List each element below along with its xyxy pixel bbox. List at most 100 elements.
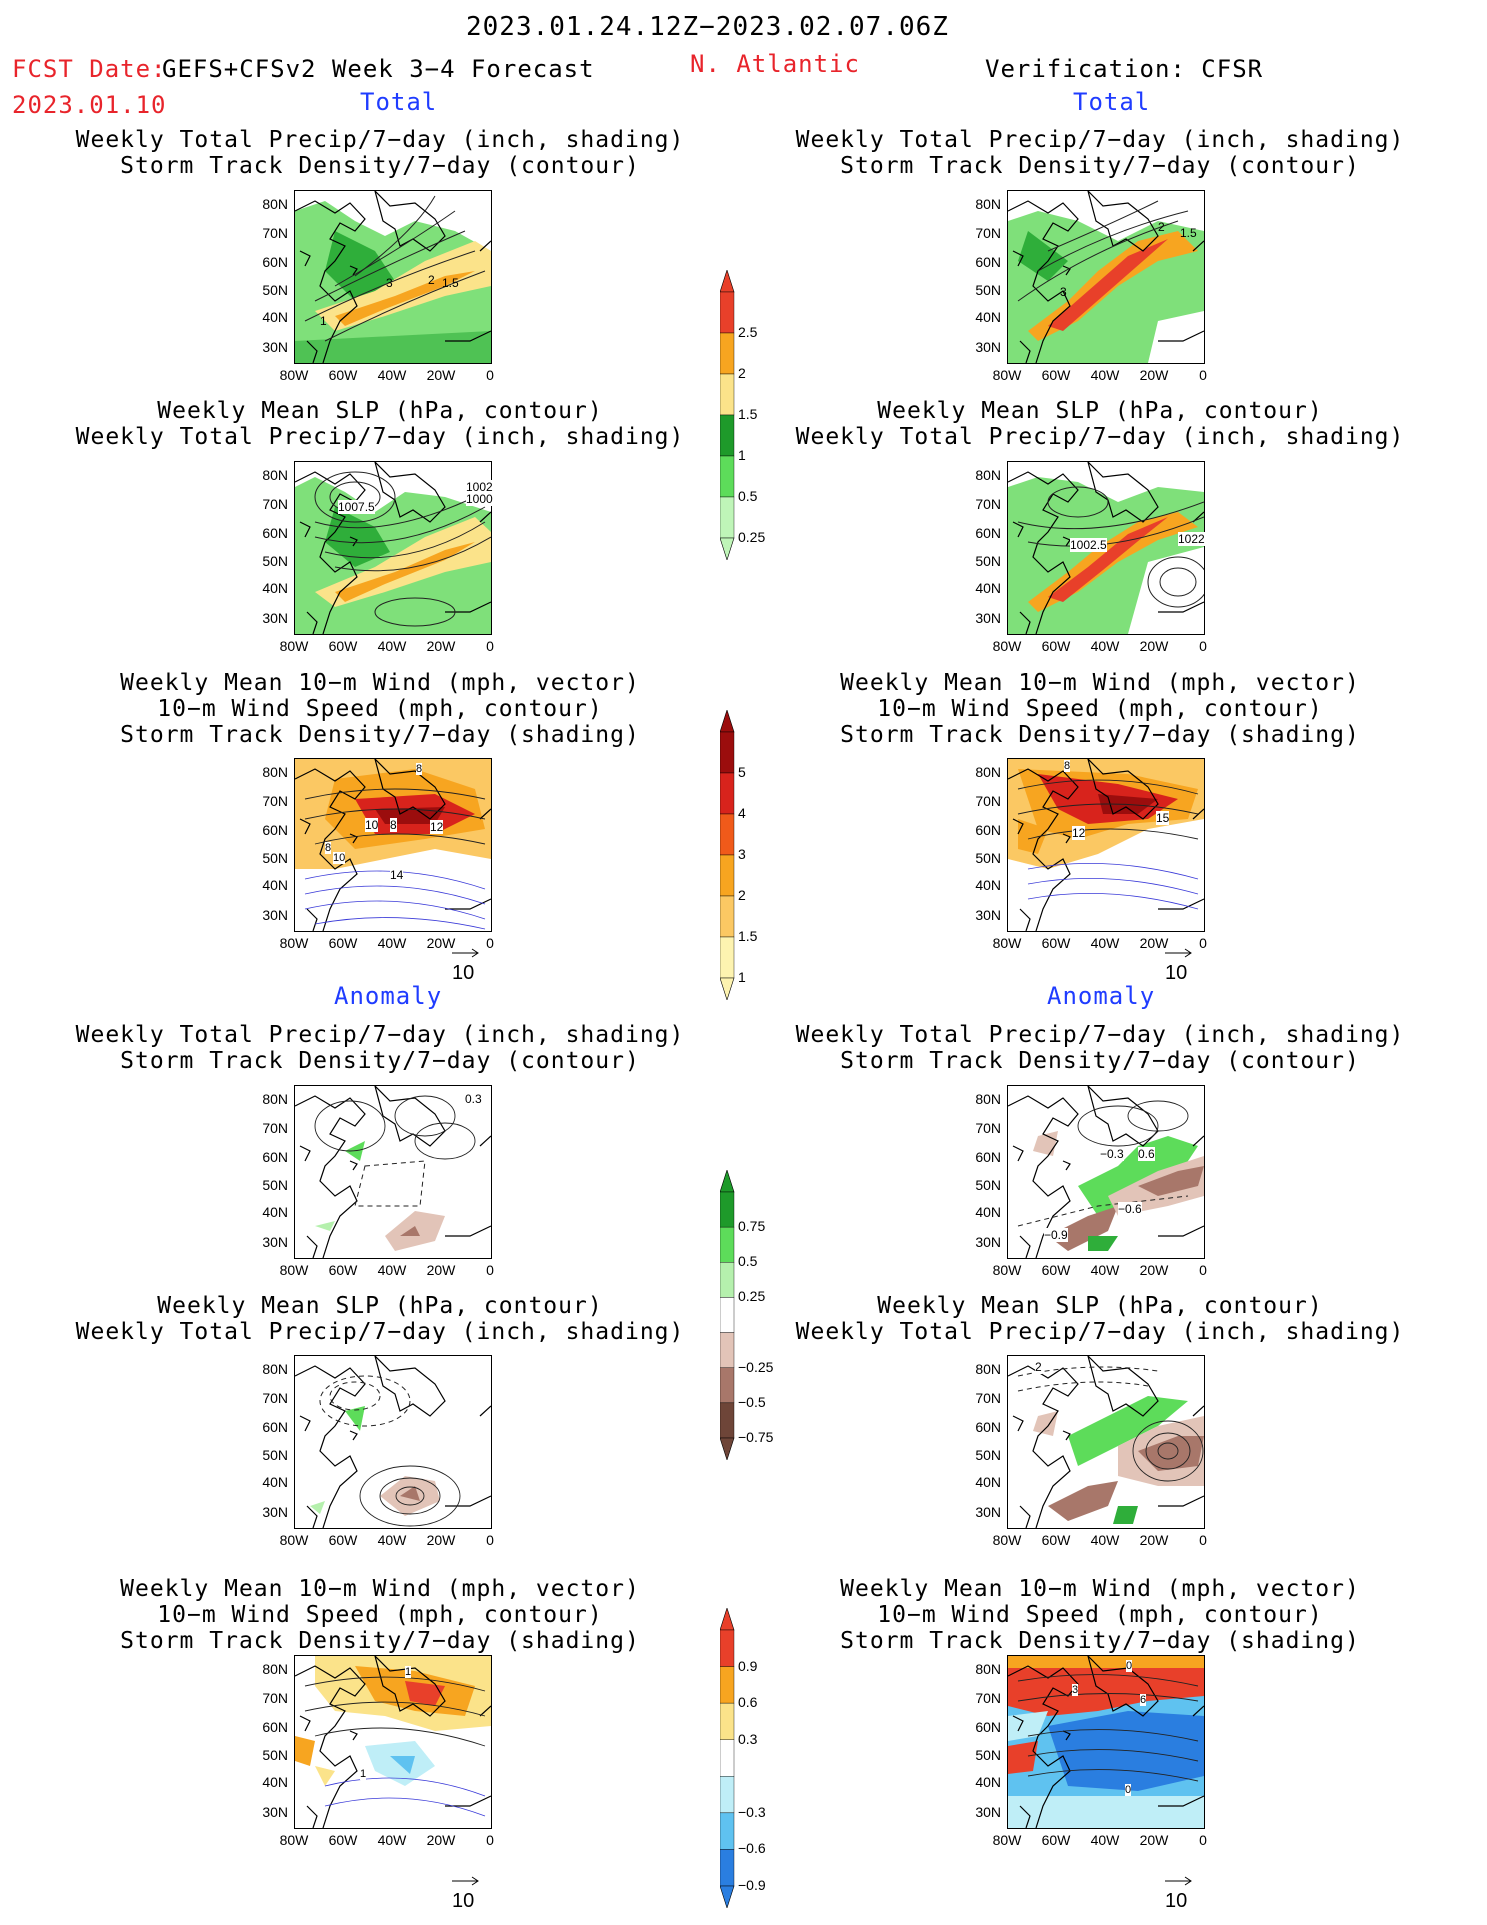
lon-tick-label: 20W xyxy=(1139,1262,1169,1278)
lat-tick-label: 40N xyxy=(262,1774,288,1791)
lat-tick-label: 60N xyxy=(262,1719,288,1736)
lat-tick-label: 30N xyxy=(975,906,1001,923)
lon-tick-label: 40W xyxy=(377,1532,407,1548)
colorbar-segment xyxy=(720,414,735,457)
lat-tick-label: 70N xyxy=(262,225,288,241)
colorbar-graphic xyxy=(720,710,735,1000)
lon-tick-label: 60W xyxy=(328,1832,358,1848)
title-line: Weekly Total Precip/7−day (inch, shading… xyxy=(795,1022,1405,1048)
arrow-icon xyxy=(1165,948,1192,958)
vector-reference-right-anom: 10 xyxy=(1165,1876,1192,1913)
colorbar-segment xyxy=(720,1367,735,1404)
lat-tick-label: 60N xyxy=(262,254,288,271)
lat-tick-label: 80N xyxy=(975,195,1001,212)
lon-tick-label: 60W xyxy=(1041,638,1071,654)
contour-label: 12 xyxy=(1072,826,1086,840)
contour-label: 3 xyxy=(1060,285,1067,299)
forecast-period: 2023.01.24.12Z−2023.02.07.06Z xyxy=(466,12,949,42)
map-ver-total-precip-storm xyxy=(1007,190,1205,364)
colorbar-segment xyxy=(720,731,735,774)
lat-tick-label: 30N xyxy=(975,338,1001,355)
colorbar-segment xyxy=(720,291,735,334)
lon-tick-label: 20W xyxy=(426,1832,456,1848)
lat-tick-label: 50N xyxy=(975,1176,1001,1193)
vector-reference-left-anom: 10 xyxy=(452,1876,479,1913)
title-line: Weekly Total Precip/7−day (inch, shading… xyxy=(795,424,1405,450)
map-fcst-anom-precip xyxy=(294,1085,492,1259)
colorbar-label: 0.75 xyxy=(738,1218,766,1235)
contour-label: 8 xyxy=(1064,760,1071,772)
lon-tick-label: 40W xyxy=(377,1262,407,1278)
contour-label: 2 xyxy=(1158,220,1165,234)
lat-tick-label: 50N xyxy=(975,849,1001,866)
lat-tick-label: 30N xyxy=(975,1503,1001,1520)
title-fcst-anom-precip: Weekly Total Precip/7−day (inch, shading… xyxy=(70,1022,690,1074)
colorbar-bottom-tip xyxy=(720,537,735,560)
title-line: Storm Track Density/7−day (contour) xyxy=(840,1048,1360,1074)
contour-label: 0 xyxy=(1126,1660,1133,1672)
colorbar-segment xyxy=(720,496,735,539)
colorbar-graphic xyxy=(720,270,735,560)
section-total-right: Total xyxy=(1073,88,1151,116)
vector-reference-left: 10 xyxy=(452,948,479,985)
colorbar-segment xyxy=(720,1776,735,1814)
lon-tick-label: 20W xyxy=(1139,638,1169,654)
section-total-left: Total xyxy=(360,88,438,116)
colorbar-label: 4 xyxy=(738,805,746,821)
lat-tick-label: 80N xyxy=(975,763,1001,780)
lat-tick-label: 70N xyxy=(975,1120,1001,1136)
title-ver-slp: Weekly Mean SLP (hPa, contour) Weekly To… xyxy=(790,398,1410,450)
lat-tick-label: 40N xyxy=(262,1474,288,1491)
arrow-icon xyxy=(452,1876,479,1886)
map-fcst-total-precip-storm xyxy=(294,190,492,364)
lon-tick-label: 80W xyxy=(992,1262,1022,1278)
title-line: Weekly Mean SLP (hPa, contour) xyxy=(877,398,1323,424)
lon-tick-label: 80W xyxy=(992,935,1022,951)
colorbar-segment xyxy=(720,1702,735,1740)
title-line: Weekly Total Precip/7−day (inch, shading… xyxy=(75,1319,685,1345)
colorbar-label: 0.25 xyxy=(738,1288,766,1305)
contour-label: 1.5 xyxy=(1180,226,1197,240)
lat-tick-label: 40N xyxy=(262,309,288,326)
title-line: Storm Track Density/7−day (shading) xyxy=(120,1628,640,1654)
title-line: Weekly Mean 10−m Wind (mph, vector) xyxy=(840,1576,1360,1602)
title-line: Storm Track Density/7−day (shading) xyxy=(840,1628,1360,1654)
title-fcst-wind: Weekly Mean 10−m Wind (mph, vector) 10−m… xyxy=(70,670,690,748)
title-line: Weekly Mean 10−m Wind (mph, vector) xyxy=(120,1576,640,1602)
lon-tick-label: 60W xyxy=(1041,1262,1071,1278)
colorbar-label: 0.9 xyxy=(738,1657,758,1674)
title-line: Storm Track Density/7−day (contour) xyxy=(840,153,1360,179)
lat-tick-label: 30N xyxy=(975,1233,1001,1250)
colorbar-segment xyxy=(720,895,735,938)
lon-tick-label: 80W xyxy=(279,367,309,383)
lon-tick-label: 20W xyxy=(1139,1832,1169,1848)
colorbar-top-tip xyxy=(720,1170,735,1193)
colorbar-storm-anom: 0.9 0.6 0.3 −0.3 −0.6 −0.9 xyxy=(720,1608,780,1908)
title-line: Weekly Mean SLP (hPa, contour) xyxy=(157,398,603,424)
lat-tick-label: 30N xyxy=(262,1803,288,1820)
lat-tick-label: 40N xyxy=(975,1774,1001,1791)
map-ver-anom-precip xyxy=(1007,1085,1205,1259)
lat-tick-label: 70N xyxy=(262,1120,288,1136)
colorbar-bottom-tip xyxy=(720,1885,735,1908)
title-line: Weekly Mean SLP (hPa, contour) xyxy=(877,1293,1323,1319)
colorbar-label: 1.5 xyxy=(738,928,758,944)
contour-label: 6 xyxy=(1140,1694,1147,1706)
lon-tick-label: 80W xyxy=(992,1832,1022,1848)
colorbar-bottom-tip xyxy=(720,1437,735,1460)
lat-tick-label: 40N xyxy=(975,580,1001,597)
contour-label: −0.3 xyxy=(1100,1147,1124,1161)
lat-tick-label: 80N xyxy=(262,195,288,212)
lat-tick-label: 60N xyxy=(975,254,1001,271)
map-ver-total-wind xyxy=(1007,758,1205,932)
colorbar-segment xyxy=(720,1332,735,1368)
lon-tick-label: 0 xyxy=(486,638,494,654)
colorbar-top-tip xyxy=(720,1608,735,1631)
colorbar-segment xyxy=(720,813,735,856)
colorbar-label: 1 xyxy=(738,447,746,463)
lat-tick-label: 80N xyxy=(262,1660,288,1677)
lon-tick-label: 40W xyxy=(1090,1532,1120,1548)
lat-tick-label: 70N xyxy=(975,1390,1001,1406)
lat-tick-label: 50N xyxy=(262,281,288,298)
arrow-icon xyxy=(1165,1876,1192,1886)
